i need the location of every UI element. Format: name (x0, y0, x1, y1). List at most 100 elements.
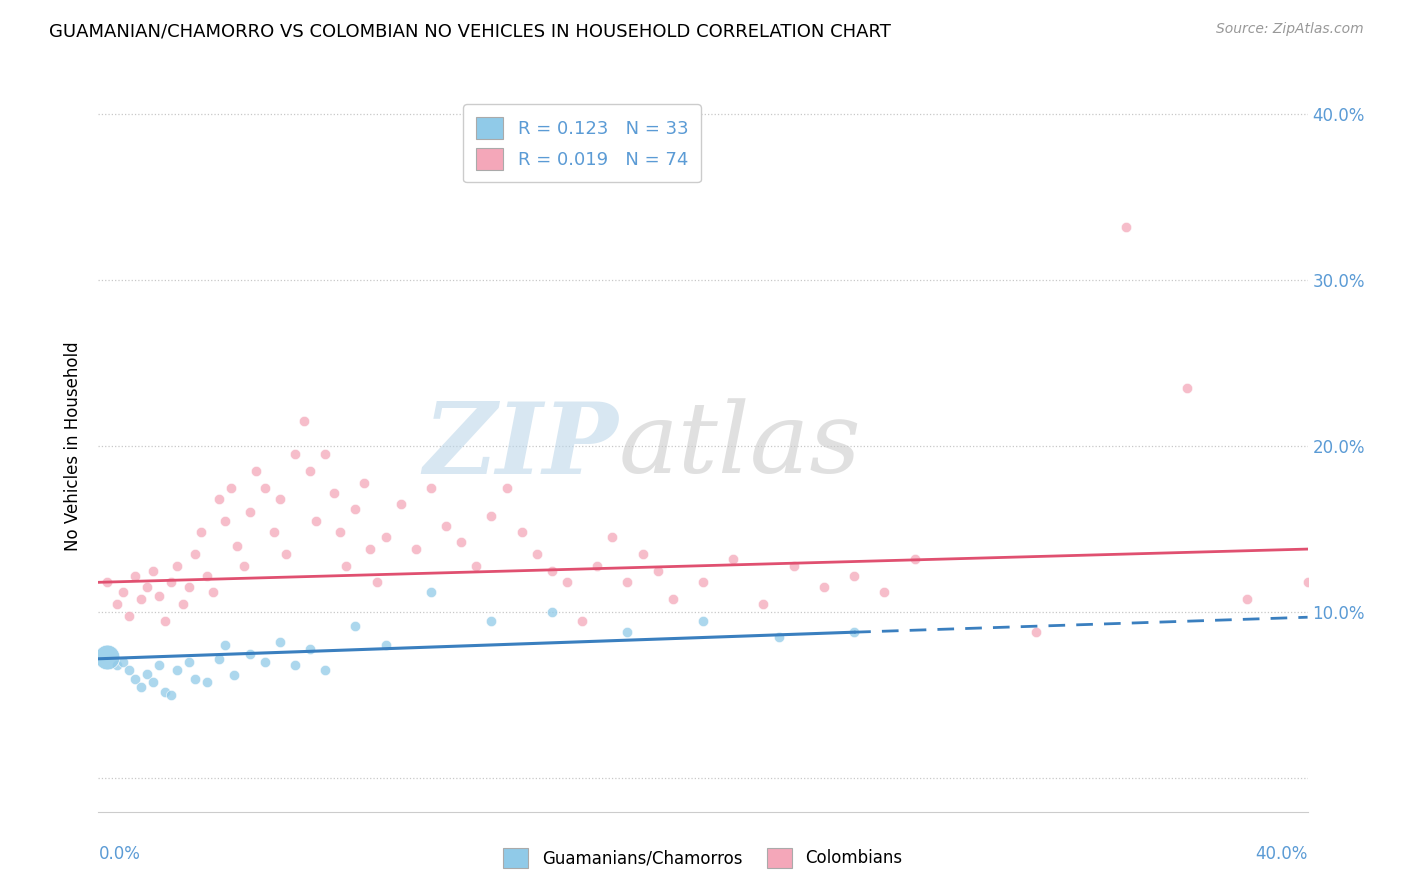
Point (299, 641, 322, 656)
Point (555, 575, 578, 590)
Point (96, 650, 118, 665)
Point (540, 605, 562, 619)
Point (179, 655, 201, 669)
Point (571, 614, 593, 628)
Point (783, 558, 806, 573)
Point (873, 585, 896, 599)
Point (374, 639, 396, 653)
Point (111, 585, 134, 599)
Point (323, 485, 346, 500)
Point (366, 575, 388, 590)
Text: atlas: atlas (619, 399, 860, 493)
Point (253, 481, 276, 495)
Legend: Guamanians/Chamorros, Colombians: Guamanians/Chamorros, Colombians (496, 841, 910, 875)
Point (768, 630, 790, 644)
Point (111, 655, 134, 669)
Point (450, 535, 472, 549)
Point (692, 575, 714, 590)
Point (844, 568, 866, 582)
Text: ZIP: ZIP (423, 398, 619, 494)
Point (135, 580, 157, 594)
Point (647, 564, 669, 578)
Point (269, 635, 291, 649)
Point (129, 591, 152, 606)
Point (179, 580, 201, 594)
Point (166, 664, 188, 678)
Point (510, 525, 533, 540)
Point (96, 575, 118, 590)
Point (314, 664, 336, 678)
Point (540, 564, 562, 578)
Point (314, 447, 336, 461)
Point (184, 547, 207, 561)
Point (239, 647, 262, 661)
Point (274, 547, 297, 561)
Point (232, 558, 254, 573)
Point (481, 614, 503, 628)
Point (616, 625, 638, 640)
Point (1236, 591, 1258, 606)
Legend: R = 0.123   N = 33, R = 0.019   N = 74: R = 0.123 N = 33, R = 0.019 N = 74 (464, 104, 700, 182)
Point (214, 639, 236, 653)
Point (284, 658, 307, 673)
Y-axis label: No Vehicles in Household: No Vehicles in Household (65, 341, 83, 551)
Point (692, 614, 714, 628)
Point (224, 668, 246, 682)
Point (214, 514, 236, 528)
Point (292, 414, 315, 428)
Point (263, 525, 285, 540)
Point (253, 655, 276, 669)
Point (526, 547, 548, 561)
Point (1296, 575, 1319, 590)
Point (153, 685, 176, 699)
Point (124, 672, 146, 686)
Point (160, 575, 183, 590)
Point (434, 518, 457, 533)
Point (172, 597, 194, 611)
Text: 40.0%: 40.0% (1256, 845, 1308, 863)
Point (844, 625, 866, 640)
Point (105, 658, 128, 673)
Point (221, 481, 243, 495)
Point (135, 666, 157, 681)
Point (195, 675, 218, 690)
Point (602, 530, 624, 544)
Point (195, 568, 218, 582)
Point (374, 530, 396, 544)
Point (1024, 625, 1046, 640)
Point (813, 580, 835, 594)
Point (389, 497, 412, 511)
Point (661, 591, 683, 606)
Point (284, 447, 307, 461)
Point (105, 597, 128, 611)
Point (166, 558, 188, 573)
Point (118, 664, 141, 678)
Point (148, 658, 170, 673)
Text: 0.0%: 0.0% (98, 845, 141, 863)
Point (335, 558, 357, 573)
Point (208, 652, 231, 666)
Point (465, 558, 488, 573)
Point (329, 525, 352, 540)
Point (1175, 381, 1198, 395)
Point (360, 542, 382, 557)
Point (420, 481, 443, 495)
Point (208, 492, 231, 507)
Point (245, 464, 267, 478)
Point (586, 558, 609, 573)
Text: Source: ZipAtlas.com: Source: ZipAtlas.com (1216, 22, 1364, 37)
Point (752, 597, 775, 611)
Point (239, 506, 262, 520)
Point (226, 539, 249, 553)
Point (495, 481, 517, 495)
Point (160, 689, 183, 703)
Point (305, 514, 328, 528)
Point (184, 672, 207, 686)
Point (299, 464, 322, 478)
Point (1115, 219, 1137, 234)
Point (269, 492, 291, 507)
Point (616, 575, 638, 590)
Point (129, 680, 152, 694)
Point (148, 589, 170, 603)
Point (142, 675, 165, 690)
